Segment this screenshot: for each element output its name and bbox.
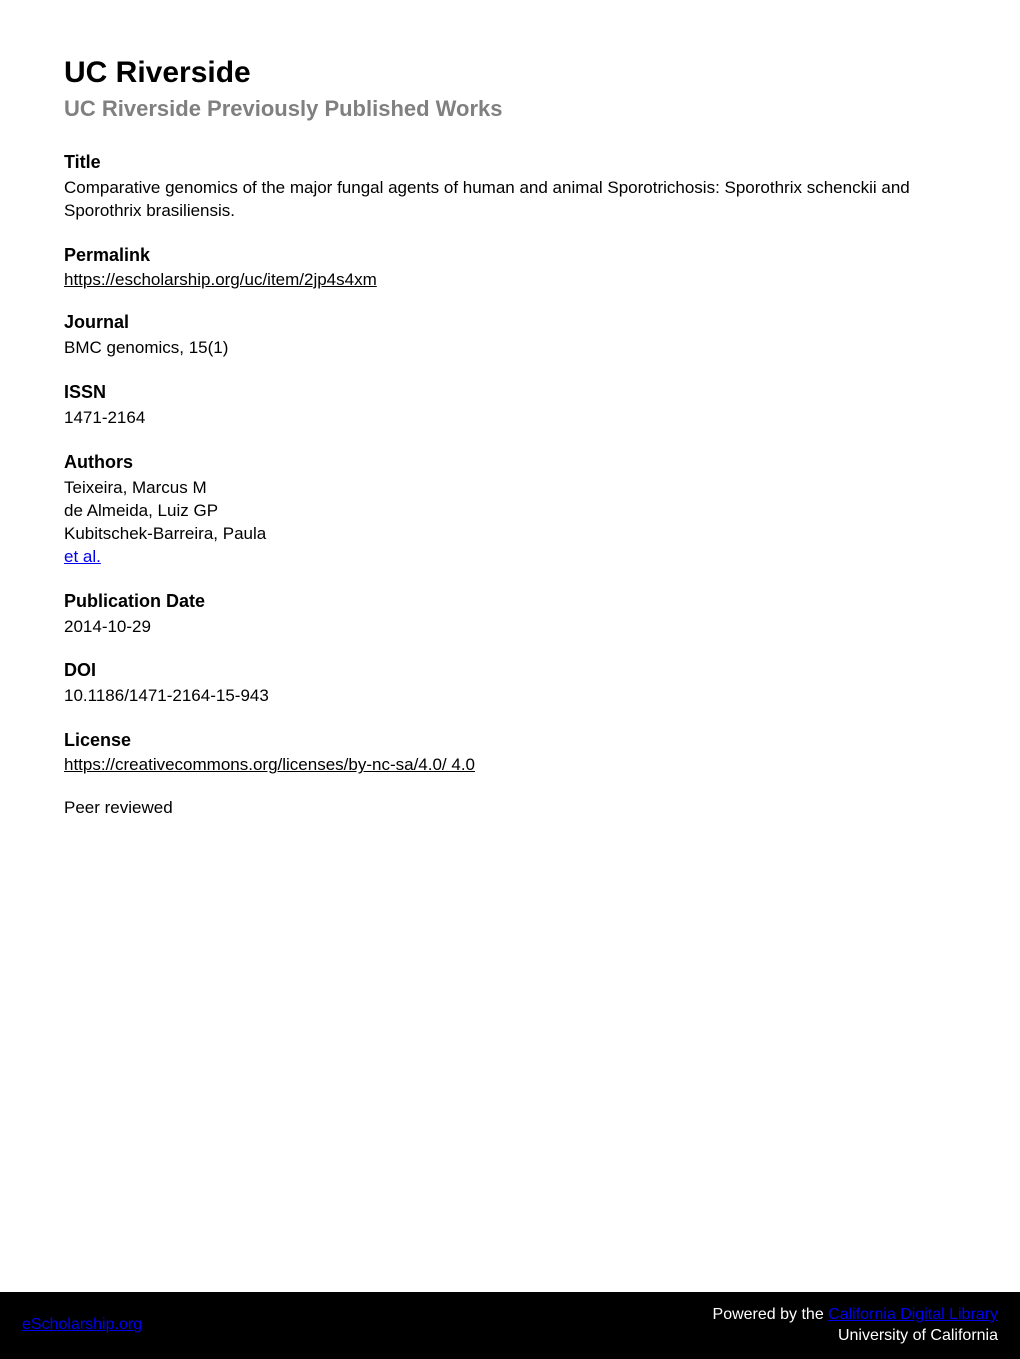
authors-label: Authors xyxy=(64,452,956,473)
doi-label: DOI xyxy=(64,660,956,681)
title-section: Title Comparative genomics of the major … xyxy=(64,152,956,223)
author-1: Teixeira, Marcus M xyxy=(64,477,956,500)
series-heading: UC Riverside Previously Published Works xyxy=(64,96,956,122)
pubdate-value: 2014-10-29 xyxy=(64,616,956,639)
permalink-section: Permalink https://escholarship.org/uc/it… xyxy=(64,245,956,290)
title-label: Title xyxy=(64,152,956,173)
issn-value: 1471-2164 xyxy=(64,407,956,430)
permalink-label: Permalink xyxy=(64,245,956,266)
peer-section: Peer reviewed xyxy=(64,797,956,820)
footer-escholarship-link[interactable]: eScholarship.org xyxy=(22,1316,142,1334)
institution-heading: UC Riverside xyxy=(64,56,956,90)
footer: eScholarship.org Powered by the Californ… xyxy=(0,1292,1020,1359)
pubdate-label: Publication Date xyxy=(64,591,956,612)
peer-value: Peer reviewed xyxy=(64,797,956,820)
permalink-link[interactable]: https://escholarship.org/uc/item/2jp4s4x… xyxy=(64,270,377,289)
footer-powered-prefix: Powered by the xyxy=(713,1306,829,1323)
authors-section: Authors Teixeira, Marcus M de Almeida, L… xyxy=(64,452,956,569)
author-2: de Almeida, Luiz GP xyxy=(64,500,956,523)
license-section: License https://creativecommons.org/lice… xyxy=(64,730,956,775)
pubdate-section: Publication Date 2014-10-29 xyxy=(64,591,956,639)
footer-right: Powered by the California Digital Librar… xyxy=(713,1304,998,1347)
journal-section: Journal BMC genomics, 15(1) xyxy=(64,312,956,360)
footer-uc: University of California xyxy=(713,1325,998,1347)
doi-value: 10.1186/1471-2164-15-943 xyxy=(64,685,956,708)
title-value: Comparative genomics of the major fungal… xyxy=(64,177,956,223)
doi-section: DOI 10.1186/1471-2164-15-943 xyxy=(64,660,956,708)
footer-powered-by: Powered by the California Digital Librar… xyxy=(713,1304,998,1326)
license-link[interactable]: https://creativecommons.org/licenses/by-… xyxy=(64,755,475,774)
issn-section: ISSN 1471-2164 xyxy=(64,382,956,430)
journal-label: Journal xyxy=(64,312,956,333)
license-label: License xyxy=(64,730,956,751)
author-3: Kubitschek-Barreira, Paula xyxy=(64,523,956,546)
footer-cdl-link[interactable]: California Digital Library xyxy=(828,1306,998,1323)
issn-label: ISSN xyxy=(64,382,956,403)
page-content: UC Riverside UC Riverside Previously Pub… xyxy=(0,0,1020,820)
journal-value: BMC genomics, 15(1) xyxy=(64,337,956,360)
authors-etal-link[interactable]: et al. xyxy=(64,547,101,566)
